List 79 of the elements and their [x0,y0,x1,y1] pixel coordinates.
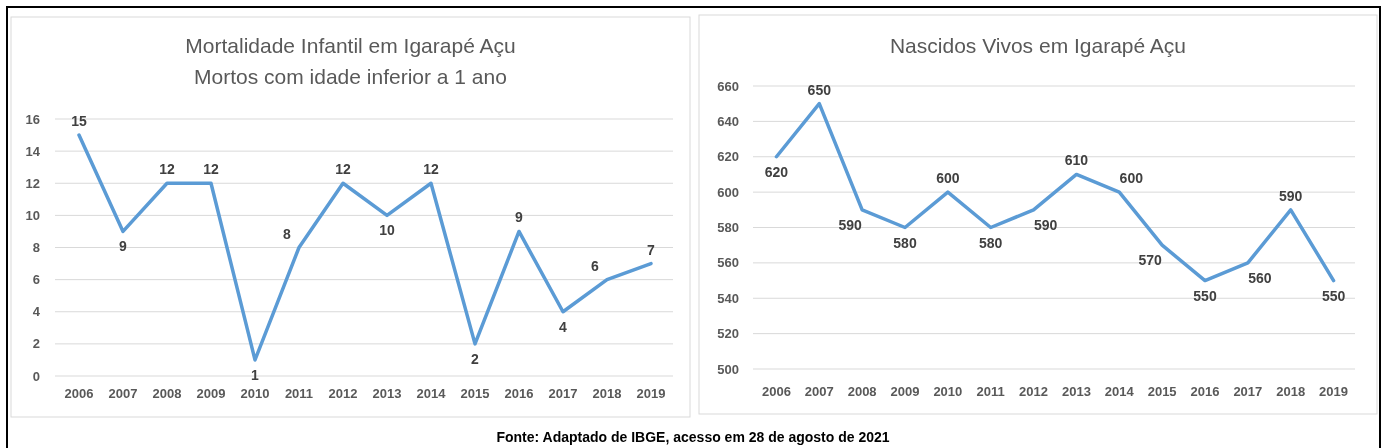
data-label: 590 [838,216,863,233]
data-label: 7 [647,241,656,258]
data-label: 590 [1033,216,1058,233]
x-tick-label: 2012 [328,386,358,401]
y-tick-label: 16 [25,111,40,127]
y-tick-label: 2 [32,336,40,352]
data-label: 12 [159,161,175,178]
x-tick-label: 2018 [592,386,622,401]
data-label: 550 [1193,287,1217,304]
data-label: 4 [559,318,568,335]
data-label: 560 [1248,269,1272,286]
x-tick-label: 2009 [890,384,920,399]
x-tick-label: 2006 [64,386,94,401]
data-label: 12 [335,161,351,178]
data-label: 2 [471,350,480,367]
x-tick-label: 2015 [460,386,490,401]
y-tick-label: 12 [25,175,40,191]
data-label: 610 [1064,152,1089,169]
data-label: 550 [1321,287,1346,304]
y-tick-label: 500 [717,361,739,377]
x-tick-label: 2008 [152,386,182,401]
line-series [77,133,653,362]
x-tick-label: 2014 [1104,384,1135,399]
y-tick-label: 10 [25,207,40,223]
data-label: 570 [1138,252,1163,269]
x-tick-label: 2011 [976,384,1005,399]
data-label: 6 [591,257,600,274]
x-tick-label: 2007 [108,386,138,401]
data-label: 580 [893,234,917,251]
x-tick-label: 2010 [240,386,270,401]
source-note: Fonte: Adaptado de IBGE, acesso em 28 de agosto de 2021 [496,429,890,445]
y-tick-label: 620 [717,149,739,165]
data-label: 590 [1279,187,1303,204]
x-tick-label: 2018 [1276,384,1306,399]
y-tick-label: 4 [32,304,41,320]
data-label: 12 [423,161,439,178]
y-tick-label: 560 [717,255,739,271]
x-tick-label: 2012 [1019,384,1049,399]
y-tick-label: 6 [32,272,40,288]
x-tick-label: 2016 [1190,384,1220,399]
x-tick-label: 2017 [548,386,578,401]
data-label: 1 [251,366,260,383]
x-tick-label: 2010 [933,384,963,399]
x-tick-label: 2015 [1147,384,1177,399]
chart-subtitle: Mortos com idade inferior a 1 ano [194,65,507,88]
y-tick-label: 0 [32,368,40,384]
data-label: 600 [936,170,960,187]
x-tick-label: 2014 [416,386,447,401]
x-tick-label: 2008 [847,384,877,399]
x-tick-label: 2009 [196,386,226,401]
x-tick-label: 2013 [372,386,402,401]
data-label: 10 [379,222,395,239]
x-tick-label: 2007 [804,384,834,399]
chart-title: Nascidos Vivos em Igarapé Açu [889,34,1187,57]
x-tick-label: 2017 [1233,384,1263,399]
y-tick-label: 14 [25,143,41,159]
data-label: 600 [1119,170,1144,187]
x-tick-label: 2011 [284,386,314,401]
y-tick-label: 660 [717,78,739,94]
data-label: 12 [203,161,219,178]
x-tick-label: 2019 [1319,384,1349,399]
chart-title: Mortalidade Infantil em Igarapé Açu [185,34,516,57]
data-label: 620 [764,163,789,180]
data-label: 580 [979,234,1003,251]
y-tick-label: 540 [717,290,739,306]
data-label: 9 [119,238,128,255]
x-tick-label: 2019 [636,386,666,401]
x-tick-label: 2016 [504,386,534,401]
y-tick-label: 8 [32,240,40,256]
y-tick-label: 580 [717,220,739,236]
y-tick-label: 520 [717,326,739,342]
y-tick-label: 600 [717,184,739,200]
data-label: 650 [807,81,832,98]
x-tick-label: 2006 [761,384,791,399]
data-label: 9 [515,209,524,226]
data-label: 8 [283,225,292,242]
y-tick-label: 640 [717,113,739,129]
data-label: 15 [71,113,87,130]
x-tick-label: 2013 [1061,384,1091,399]
